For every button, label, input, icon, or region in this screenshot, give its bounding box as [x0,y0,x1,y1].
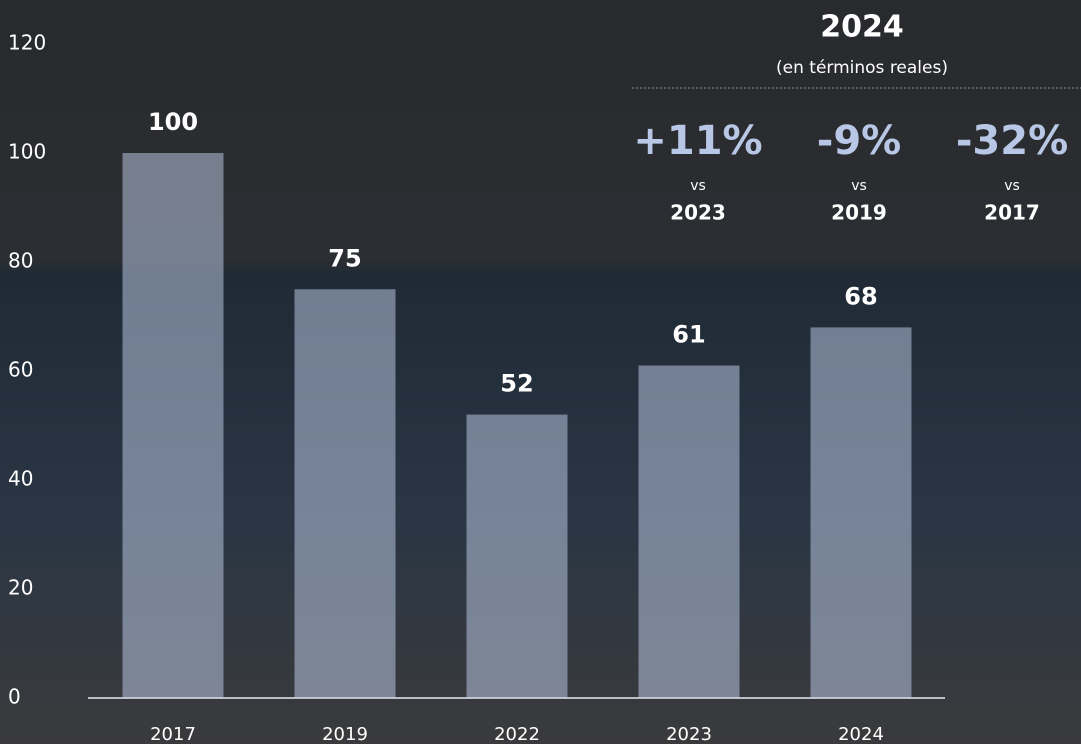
x-tick-label: 2022 [494,724,540,744]
value-label: 52 [500,370,533,398]
stat-vs: vs [851,178,867,194]
stat-change: -9% [817,118,902,164]
y-tick-label: 80 [8,249,33,273]
x-tick-label: 2023 [666,724,712,744]
y-tick-label: 60 [8,358,33,382]
stat-vs: vs [690,178,706,194]
stat-vs: vs [1004,178,1020,194]
y-tick-label: 0 [8,685,21,709]
stat-year: 2023 [670,201,726,225]
stat-change: -32% [956,118,1068,164]
value-label: 68 [844,282,877,310]
x-tick-label: 2024 [838,724,884,744]
bar [466,414,568,698]
stat-change: +11% [633,118,762,164]
y-tick-label: 100 [8,140,46,164]
y-tick-label: 20 [8,576,33,600]
annotation-subtitle: (en términos reales) [776,58,948,78]
bar [294,289,396,698]
stat-year: 2017 [984,201,1040,225]
bar [638,365,740,698]
y-tick-label: 120 [8,31,46,55]
x-tick-label: 2017 [150,724,196,744]
bar [810,327,912,698]
annotation-title: 2024 [820,10,904,45]
value-label: 100 [148,108,198,136]
value-label: 75 [328,244,361,272]
y-tick-label: 40 [8,467,33,491]
bar [122,153,224,698]
x-tick-label: 2019 [322,724,368,744]
value-label: 61 [672,321,705,349]
stat-year: 2019 [831,201,887,225]
